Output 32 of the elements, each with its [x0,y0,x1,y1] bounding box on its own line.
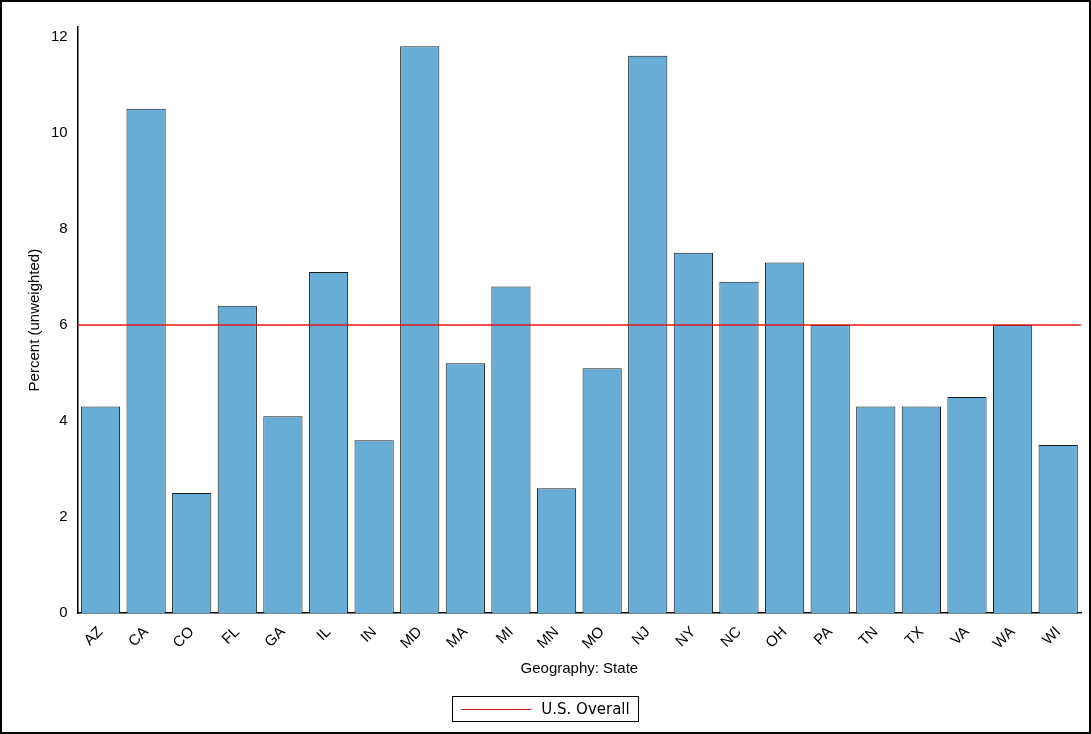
x-axis-title: Geography: State [520,659,639,677]
x-tick-label: IL [312,622,334,644]
x-tick-label: MO [578,622,608,652]
y-tick-label: 6 [59,315,68,333]
x-tick-label: IN [356,622,380,646]
x-tick-label: VA [946,622,973,648]
x-tick-label: NC [716,622,745,650]
x-tick-label: MN [533,622,562,652]
x-tick-label: MI [492,622,516,647]
x-tick-label: NY [671,622,699,650]
x-tick-label: TN [854,622,881,649]
x-tick-label: NJ [627,622,653,648]
x-tick-label: CA [124,622,152,650]
x-tick-label: CO [168,622,197,651]
y-tick-label: 8 [59,218,68,236]
y-tick-label: 4 [59,411,68,429]
y-tick-label: 0 [59,603,68,621]
y-axis-title: Percent (unweighted) [25,248,43,392]
x-tick-label: MD [396,622,425,652]
y-tick-label: 12 [51,26,68,44]
x-tick-label: MA [442,622,471,651]
x-tick-label: AZ [79,622,106,649]
x-tick-label: FL [217,622,243,647]
y-tick-label: 2 [59,507,68,525]
x-tick-label: WA [988,622,1018,652]
x-tick-label: TX [900,622,927,649]
y-tick-label: 10 [51,122,68,140]
x-tick-label: PA [809,622,836,648]
x-tick-label: OH [761,622,790,651]
x-tick-label: GA [260,622,288,650]
legend-label: U.S. Overall [541,700,630,718]
x-tick-label: WI [1038,622,1064,648]
